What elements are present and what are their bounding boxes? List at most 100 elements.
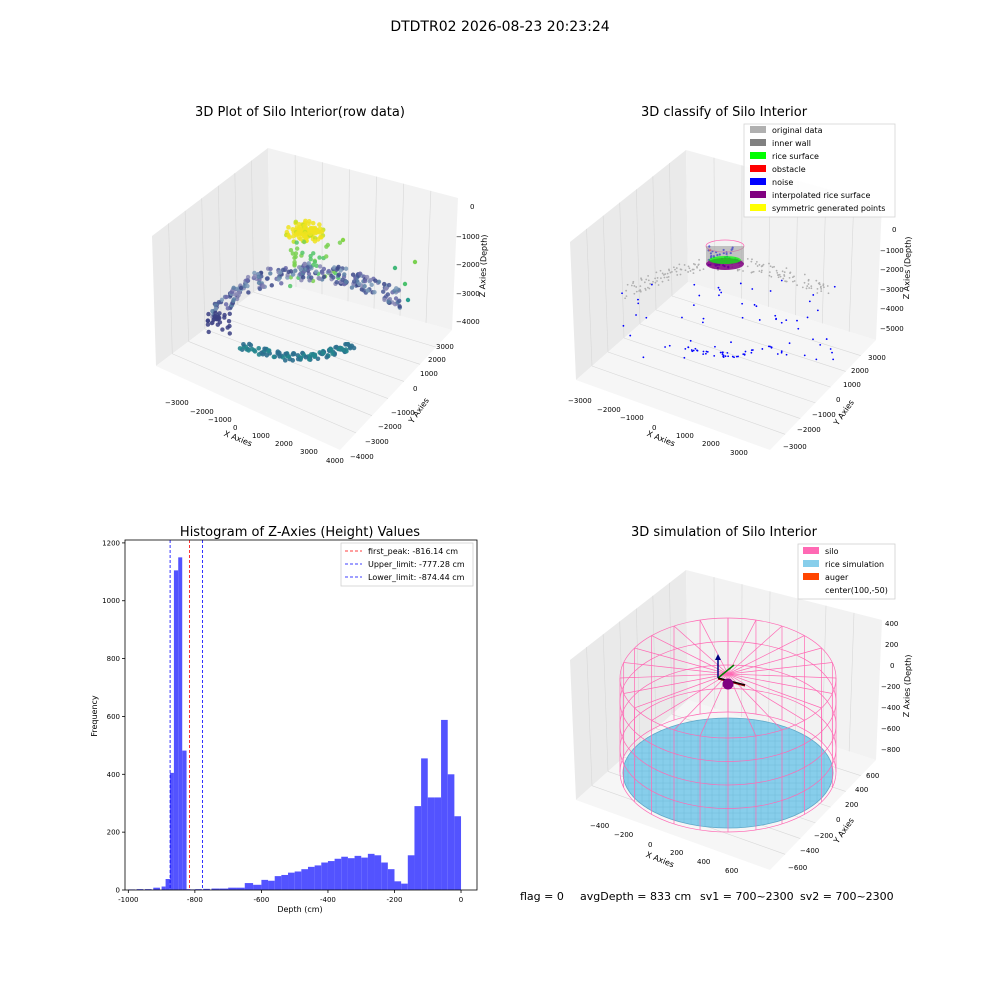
data-point <box>298 236 303 242</box>
panel2-pane-floor <box>576 282 876 450</box>
data-point <box>684 269 687 272</box>
data-point <box>807 278 810 281</box>
data-point <box>689 270 692 272</box>
panel4-ytick: −200 <box>814 832 833 840</box>
data-point <box>756 265 759 267</box>
data-point <box>633 285 636 287</box>
noise-point <box>722 354 725 357</box>
data-point <box>293 219 299 225</box>
noise-point <box>780 350 783 353</box>
data-point <box>295 356 301 362</box>
data-point <box>663 276 666 279</box>
silo-roof-line <box>651 673 729 721</box>
data-point <box>758 270 761 272</box>
legend-label: inner wall <box>772 139 811 148</box>
data-point <box>345 342 351 347</box>
data-point <box>654 277 657 280</box>
data-point <box>666 272 669 275</box>
panel2-ytick: 2000 <box>851 367 869 375</box>
histogram-bar <box>361 857 368 890</box>
data-point <box>664 273 667 275</box>
panel2-pane-left <box>570 150 688 380</box>
data-point <box>320 270 325 276</box>
panel3-xlabel: Depth (cm) <box>277 905 322 914</box>
legend-label: rice surface <box>772 152 819 161</box>
noise-point <box>737 355 739 358</box>
grid-line <box>635 189 641 325</box>
data-point <box>287 235 292 240</box>
silo-roof-line <box>623 662 729 675</box>
panel2-ztick: −3000 <box>880 286 904 294</box>
data-point <box>303 218 308 224</box>
data-point <box>336 272 342 277</box>
data-point <box>661 280 664 283</box>
histogram-bar <box>394 881 402 890</box>
data-point <box>297 226 303 232</box>
panel3-frame <box>124 539 478 891</box>
data-point <box>224 294 229 300</box>
data-point <box>238 285 244 291</box>
data-point <box>692 263 695 265</box>
panel4-silo-wireframe <box>619 617 837 833</box>
data-point <box>687 271 690 273</box>
data-point <box>256 345 262 351</box>
data-point <box>691 268 694 271</box>
x-tick-label: -1000 <box>118 896 138 904</box>
grid-line <box>201 198 206 330</box>
panel1-title: 3D Plot of Silo Interior(row data) <box>195 105 405 120</box>
histogram-bar <box>321 862 328 890</box>
data-point <box>822 283 825 286</box>
noise-point <box>694 347 697 350</box>
data-point <box>803 273 806 276</box>
legend-swatch <box>750 204 766 211</box>
legend-swatch <box>803 573 819 580</box>
histogram-bar <box>261 879 269 890</box>
noise-point <box>722 356 725 359</box>
data-point <box>319 229 325 234</box>
grid-line <box>768 591 771 726</box>
panel2-ytick: −3000 <box>783 443 807 451</box>
grid-line <box>591 365 786 435</box>
histogram-bar <box>414 806 422 890</box>
noise-point <box>803 354 806 357</box>
data-point <box>312 354 317 360</box>
data-point <box>678 263 681 266</box>
histogram-bar <box>136 889 144 890</box>
panel4-xtick: 400 <box>697 858 710 866</box>
noise-point <box>797 327 800 330</box>
data-point <box>357 271 363 276</box>
data-point <box>768 262 770 265</box>
panel4-auger <box>715 654 746 690</box>
histogram-bar <box>281 874 289 890</box>
legend-label: Upper_limit: -777.28 cm <box>368 560 465 569</box>
data-point <box>640 279 643 281</box>
legend-label: silo <box>825 547 839 556</box>
data-point <box>791 276 794 279</box>
noise-point <box>717 286 720 289</box>
data-point <box>697 263 700 266</box>
data-point <box>803 281 806 284</box>
data-point <box>293 268 298 273</box>
grid-line <box>639 323 831 388</box>
grid-line <box>652 595 657 729</box>
noise-point <box>713 354 716 357</box>
legend-swatch <box>803 560 819 567</box>
histogram-bar <box>387 869 395 890</box>
data-point <box>758 263 761 266</box>
data-point <box>679 273 682 276</box>
panel2-center-cylinder <box>705 239 745 270</box>
data-point <box>226 319 232 324</box>
data-point <box>683 264 686 266</box>
panel2-ztick: 0 <box>892 226 896 234</box>
data-point <box>368 277 373 283</box>
histogram-bar <box>347 858 355 890</box>
data-point <box>227 331 232 336</box>
noise-point <box>750 351 753 354</box>
grid-line <box>671 295 861 357</box>
panel2-ztick: −5000 <box>880 325 904 333</box>
data-point <box>245 283 250 289</box>
data-point <box>217 311 222 316</box>
footer-flag: flag = 0 <box>520 890 564 903</box>
histogram-bar <box>219 888 229 890</box>
data-point <box>264 276 270 281</box>
